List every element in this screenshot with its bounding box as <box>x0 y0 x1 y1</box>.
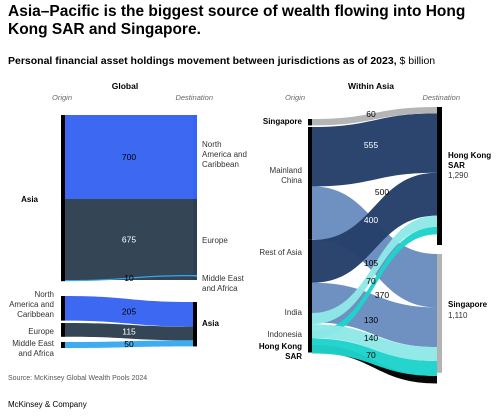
global-flow <box>65 115 193 199</box>
global-flow-label: 50 <box>124 339 134 349</box>
asia-origin-label: Rest of Asia <box>259 248 302 257</box>
asia-origin-node <box>308 331 312 346</box>
asia-flow-label: 555 <box>364 140 378 150</box>
global-origin-label: and Africa <box>18 349 54 358</box>
global-origin-node <box>61 296 65 321</box>
asia-flow-label: 70 <box>366 276 376 286</box>
asia-origin-node <box>308 240 312 334</box>
asia-destination-label: Hong Kong <box>448 151 491 160</box>
global-flow-label: 115 <box>122 327 136 337</box>
global-flow <box>65 340 193 348</box>
asia-destination-node <box>437 254 442 373</box>
global-flow-label: 205 <box>122 306 136 316</box>
global-origin-label: Caribbean <box>17 310 54 319</box>
global-destination-label: Europe <box>202 236 228 245</box>
asia-origin-label: Mainland <box>270 166 302 175</box>
asia-flow-label: 70 <box>366 350 376 360</box>
brand-logo: McKinsey & Company <box>8 400 87 409</box>
asia-flow <box>312 215 437 325</box>
asia-destination-label: Singapore <box>448 300 488 309</box>
asia-origin-node <box>308 313 312 327</box>
global-flow-label: 675 <box>122 235 136 245</box>
global-destination-node <box>193 115 197 199</box>
asia-flow-label: 400 <box>364 215 378 225</box>
asia-origin-label: China <box>281 176 302 185</box>
asia-flow <box>312 226 437 339</box>
global-flow-label: 10 <box>124 273 134 283</box>
global-origin-label: North <box>34 290 54 299</box>
asia-origin-label: Indonesia <box>267 330 302 339</box>
asia-origin-label: Hong Kong <box>259 342 302 351</box>
global-origin-label: Asia <box>21 195 38 204</box>
asia-flow-label: 105 <box>364 258 378 268</box>
asia-origin-header: Origin <box>285 93 305 102</box>
global-origin-header: Origin <box>52 93 72 102</box>
global-origin-label: America and <box>9 300 54 309</box>
asia-origin-label: Singapore <box>263 117 303 126</box>
asia-flow <box>312 282 437 348</box>
asia-origin-node <box>308 119 312 126</box>
asia-destination-value: 1,290 <box>448 171 469 180</box>
subtitle-bold: Personal financial asset holdings moveme… <box>8 55 397 67</box>
asia-flow <box>312 324 437 361</box>
global-flow <box>65 275 193 282</box>
asia-flow-label: 140 <box>364 333 378 343</box>
global-destination-label: Asia <box>202 319 219 328</box>
global-destination-label: Caribbean <box>202 160 239 169</box>
global-origin-node <box>61 323 65 337</box>
global-origin-label: Middle East <box>12 339 55 348</box>
global-destination-header: Destination <box>175 93 213 102</box>
subtitle-unit: $ billion <box>396 55 436 67</box>
global-destination-label: America and <box>202 150 247 159</box>
asia-origin-label: SAR <box>285 352 302 361</box>
asia-destination-label: SAR <box>448 161 465 170</box>
asia-destination-header: Destination <box>422 93 460 102</box>
global-title: Global <box>112 81 138 91</box>
global-origin-node <box>61 115 65 282</box>
asia-flow <box>312 113 437 187</box>
asia-destination-value: 1,110 <box>448 311 468 320</box>
asia-flow <box>312 172 437 283</box>
chart-subtitle: Personal financial asset holdings moveme… <box>8 55 493 68</box>
global-destination-node <box>193 275 197 277</box>
asia-flow-label: 60 <box>366 109 376 119</box>
global-destination-label: North <box>202 140 222 149</box>
global-flow-label: 700 <box>122 152 136 162</box>
global-origin-label: Europe <box>28 327 54 336</box>
asia-flow-label: 500 <box>375 187 389 197</box>
source-note: Source: McKinsey Global Wealth Pools 202… <box>8 375 148 382</box>
global-destination-node <box>193 199 197 280</box>
asia-destination-node <box>437 107 442 246</box>
global-flow <box>65 323 193 341</box>
asia-origin-node <box>308 127 312 240</box>
global-flow <box>65 199 193 280</box>
asia-flow-label: 370 <box>375 290 389 300</box>
asia-title: Within Asia <box>348 81 394 91</box>
global-destination-node <box>193 302 197 347</box>
global-flow <box>65 296 193 327</box>
global-destination-label: Middle East <box>202 274 245 283</box>
global-origin-node <box>61 342 65 348</box>
asia-origin-label: India <box>285 308 303 317</box>
global-destination-label: and Africa <box>202 284 238 293</box>
asia-flow-label: 130 <box>364 315 378 325</box>
asia-flow <box>312 107 437 126</box>
chart-title: Asia–Pacific is the biggest source of we… <box>8 3 466 38</box>
asia-flow <box>312 338 437 376</box>
asia-origin-node <box>308 345 312 353</box>
